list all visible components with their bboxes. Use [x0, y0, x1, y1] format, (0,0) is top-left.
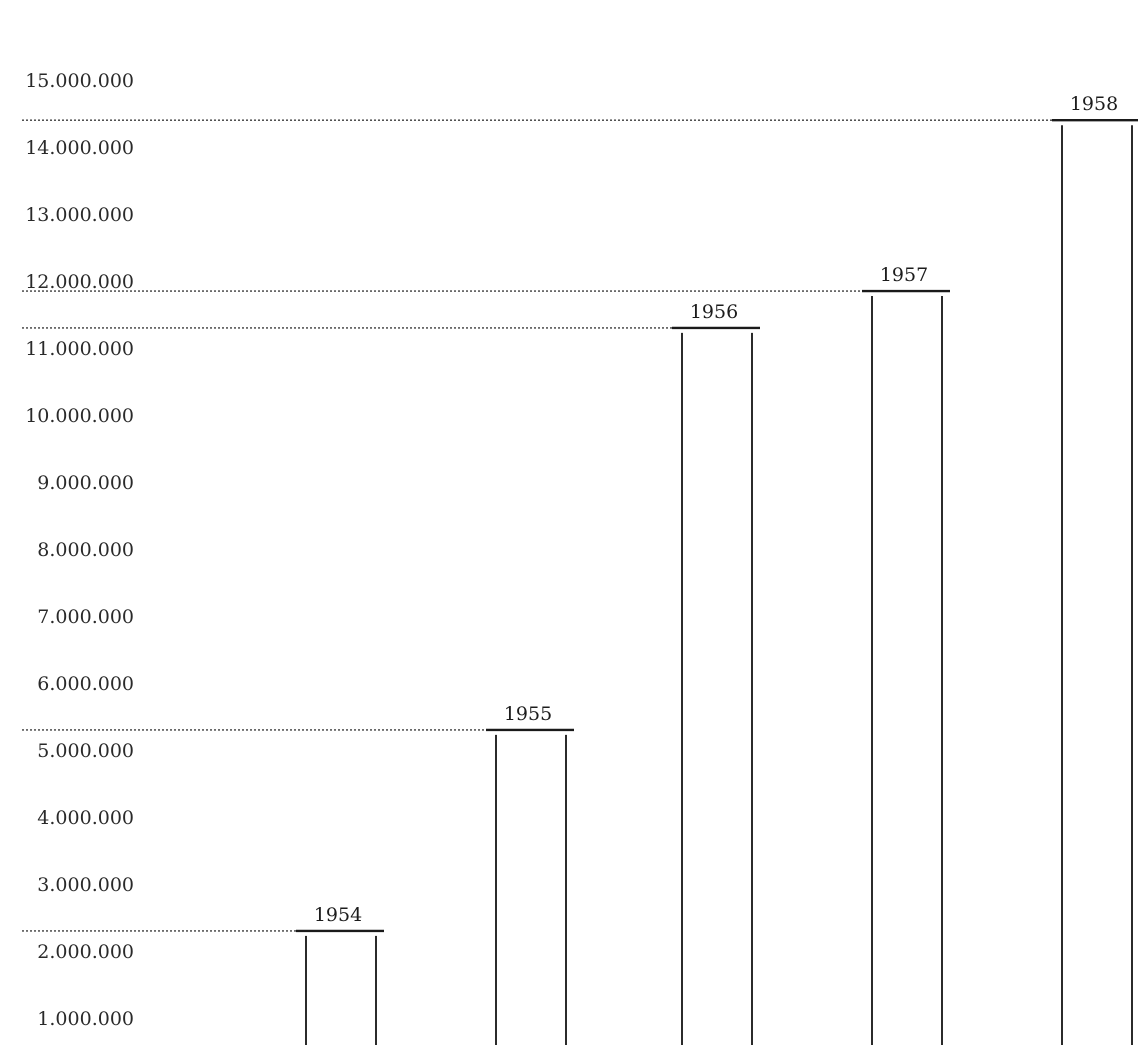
- y-tick-label: 13.000.000: [25, 204, 134, 226]
- y-tick-label: 7.000.000: [37, 606, 134, 628]
- y-tick-label: 6.000.000: [37, 673, 134, 695]
- bar-label-1957: 1957: [880, 264, 928, 286]
- y-tick-label: 15.000.000: [25, 70, 134, 92]
- y-tick-label: 11.000.000: [25, 338, 134, 360]
- bar-1956: [672, 326, 760, 1045]
- y-tick-label: 4.000.000: [37, 807, 134, 829]
- bar-1958: [1052, 118, 1138, 1045]
- y-tick-label: 3.000.000: [37, 874, 134, 896]
- y-tick-label: 8.000.000: [37, 539, 134, 561]
- y-tick-label: 12.000.000: [25, 271, 134, 293]
- bar-1954: [296, 929, 384, 1045]
- y-axis: 1.000.000 2.000.000 3.000.000 4.000.000 5.00…: [25, 70, 134, 1030]
- bar-label-1955: 1955: [504, 703, 552, 725]
- bar-labels: 1954 1955 1956 1957 1958: [314, 93, 1118, 926]
- reference-lines: [22, 119, 1056, 932]
- bar-label-1954: 1954: [314, 904, 362, 926]
- y-tick-label: 14.000.000: [25, 137, 134, 159]
- y-tick-label: 2.000.000: [37, 941, 134, 963]
- bar-1957: [862, 289, 950, 1045]
- bar-label-1958: 1958: [1070, 93, 1118, 115]
- y-tick-label: 1.000.000: [37, 1008, 134, 1030]
- y-tick-label: 9.000.000: [37, 472, 134, 494]
- y-tick-label: 10.000.000: [25, 405, 134, 427]
- bar-1955: [486, 728, 574, 1045]
- bar-label-1956: 1956: [690, 301, 738, 323]
- y-tick-label: 5.000.000: [37, 740, 134, 762]
- bars: [296, 118, 1138, 1045]
